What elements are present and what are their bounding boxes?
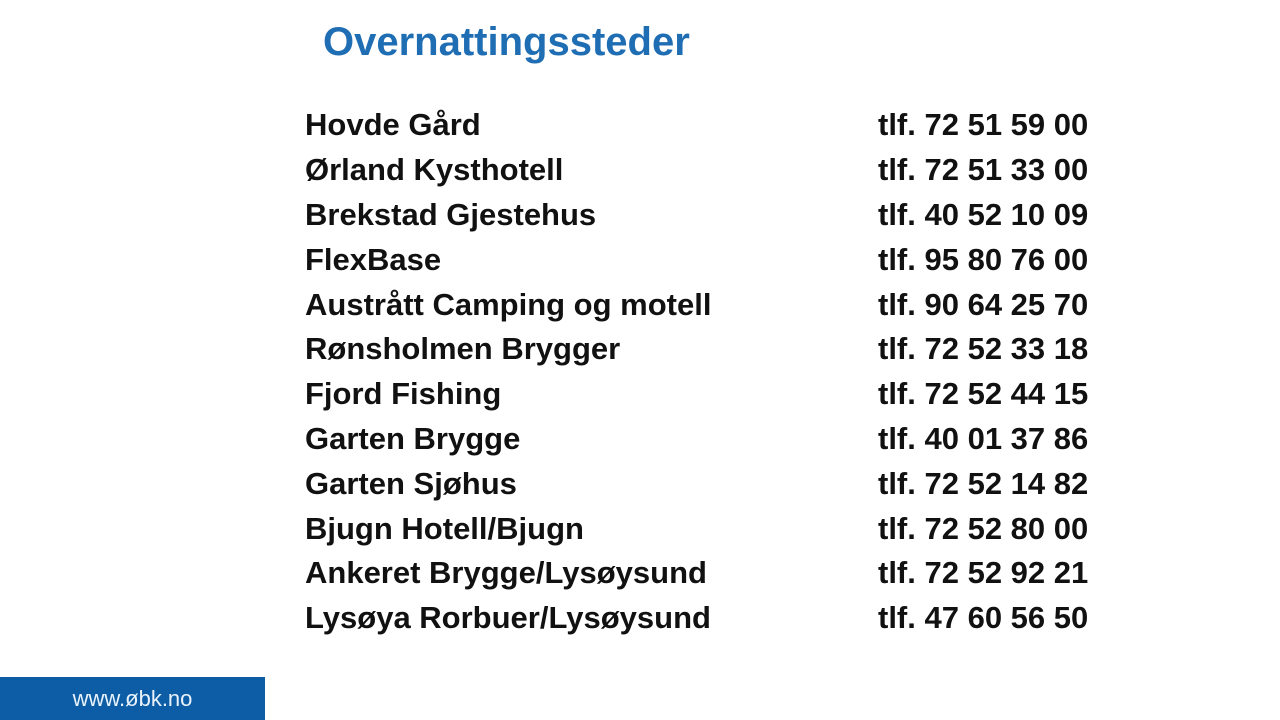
place-name: Rønsholmen Brygger: [305, 331, 621, 367]
phone-number: tlf. 47 60 56 50: [878, 600, 1089, 636]
list-item: Lysøya Rorbuer/Lysøysund tlf. 47 60 56 5…: [305, 596, 1125, 641]
list-item: Garten Sjøhus tlf. 72 52 14 82: [305, 461, 1125, 506]
place-name: Brekstad Gjestehus: [305, 196, 597, 232]
accommodation-list: Hovde Gård tlf. 72 51 59 00 Ørland Kysth…: [305, 103, 1125, 641]
phone-number: tlf. 72 52 92 21: [878, 555, 1089, 591]
website-url: www.øbk.no: [72, 685, 193, 711]
place-name: FlexBase: [305, 241, 442, 277]
page-title: Overnattingssteder: [323, 20, 690, 64]
footer-banner: www.øbk.no: [0, 677, 265, 720]
list-item: Rønsholmen Brygger tlf. 72 52 33 18: [305, 327, 1125, 372]
phone-number: tlf. 72 52 33 18: [878, 331, 1089, 367]
list-item: FlexBase tlf. 95 80 76 00: [305, 237, 1125, 282]
place-name: Hovde Gård: [305, 107, 481, 143]
place-name: Fjord Fishing: [305, 376, 502, 412]
place-name: Ankeret Brygge/Lysøysund: [305, 555, 707, 591]
phone-number: tlf. 40 52 10 09: [878, 196, 1089, 232]
phone-number: tlf. 72 52 14 82: [878, 465, 1089, 501]
phone-number: tlf. 90 64 25 70: [878, 286, 1089, 322]
list-item: Garten Brygge tlf. 40 01 37 86: [305, 417, 1125, 462]
list-item: Fjord Fishing tlf. 72 52 44 15: [305, 372, 1125, 417]
phone-number: tlf. 40 01 37 86: [878, 420, 1089, 456]
list-item: Hovde Gård tlf. 72 51 59 00: [305, 103, 1125, 148]
list-item: Ankeret Brygge/Lysøysund tlf. 72 52 92 2…: [305, 551, 1125, 596]
list-item: Brekstad Gjestehus tlf. 40 52 10 09: [305, 193, 1125, 238]
place-name: Garten Brygge: [305, 420, 521, 456]
place-name: Garten Sjøhus: [305, 465, 517, 501]
phone-number: tlf. 72 51 33 00: [878, 152, 1089, 188]
place-name: Lysøya Rorbuer/Lysøysund: [305, 600, 711, 636]
list-item: Bjugn Hotell/Bjugn tlf. 72 52 80 00: [305, 506, 1125, 551]
place-name: Ørland Kysthotell: [305, 152, 564, 188]
list-item: Ørland Kysthotell tlf. 72 51 33 00: [305, 148, 1125, 193]
phone-number: tlf. 72 52 44 15: [878, 376, 1089, 412]
place-name: Austrått Camping og motell: [305, 286, 712, 322]
place-name: Bjugn Hotell/Bjugn: [305, 510, 584, 546]
phone-number: tlf. 72 52 80 00: [878, 510, 1089, 546]
list-item: Austrått Camping og motell tlf. 90 64 25…: [305, 282, 1125, 327]
phone-number: tlf. 72 51 59 00: [878, 107, 1089, 143]
phone-number: tlf. 95 80 76 00: [878, 241, 1089, 277]
